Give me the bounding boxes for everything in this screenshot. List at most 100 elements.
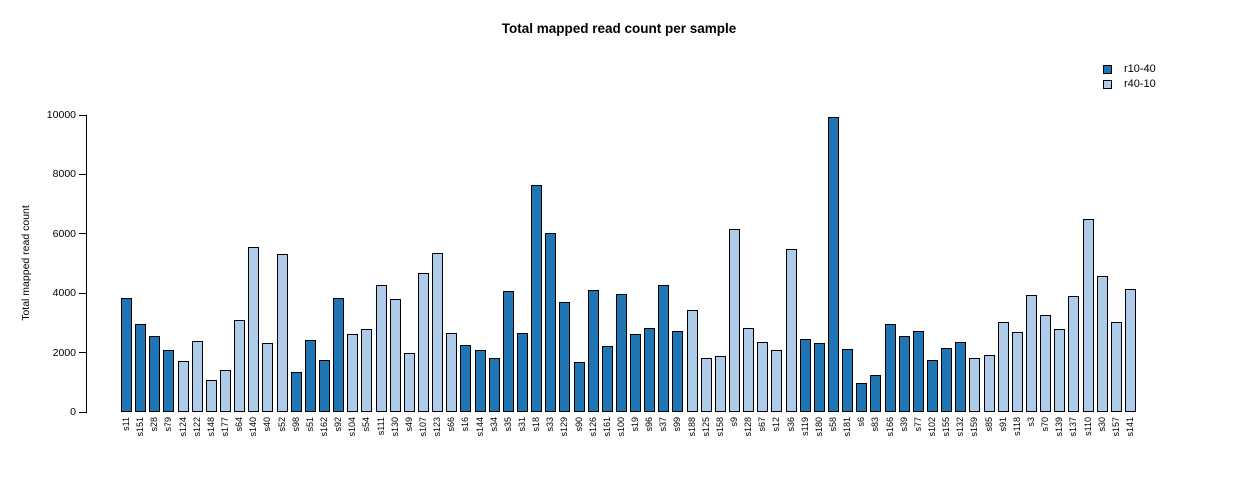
x-tick-label-s83: s83 xyxy=(870,417,881,432)
x-tick-label-text: s158 xyxy=(714,417,725,437)
y-tick-label: 2000 xyxy=(52,346,76,359)
y-tick-label: 10000 xyxy=(46,109,76,121)
x-tick-label-s49: s49 xyxy=(404,417,415,432)
x-tick-label-text: s35 xyxy=(502,417,513,432)
x-tick-label-text: s96 xyxy=(644,417,655,432)
x-tick-label-s12: s12 xyxy=(771,417,782,432)
bar-s180 xyxy=(813,343,825,412)
x-tick-label-s132: s132 xyxy=(955,417,966,437)
x-tick-label-text: s122 xyxy=(191,417,202,437)
x-tick-label-text: s162 xyxy=(318,417,329,437)
x-tick-label-s18: s18 xyxy=(531,417,542,432)
bar-s11 xyxy=(121,297,132,412)
x-tick-label-s140: s140 xyxy=(248,417,259,437)
bar-s9 xyxy=(729,228,741,412)
bar-s124 xyxy=(177,360,189,412)
x-tick-label-s102: s102 xyxy=(927,417,938,437)
bar-s148 xyxy=(205,379,217,412)
bar-s110 xyxy=(1082,219,1094,412)
x-tick-label-text: s91 xyxy=(997,417,1008,432)
x-tick-label-s35: s35 xyxy=(503,417,514,432)
x-tick-label-s52: s52 xyxy=(277,417,288,432)
x-tick-label-s123: s123 xyxy=(432,417,443,437)
bar-s6 xyxy=(856,383,868,412)
x-tick-label-text: s51 xyxy=(304,417,315,432)
bar-s119 xyxy=(799,339,811,412)
legend: r10-40 r40-10 xyxy=(1103,62,1156,92)
x-tick-label-s118: s118 xyxy=(1012,417,1023,436)
bar-s91 xyxy=(997,322,1009,412)
x-tick-label-text: s180 xyxy=(813,417,824,437)
bar-s12 xyxy=(771,349,783,412)
bar-s144 xyxy=(474,349,486,412)
x-tick-label-text: s37 xyxy=(658,417,669,432)
y-tick-label: 6000 xyxy=(52,227,76,240)
x-tick-label-text: s111 xyxy=(375,417,386,436)
bar-s92 xyxy=(333,297,345,412)
legend-item-r40-10: r40-10 xyxy=(1103,77,1156,92)
x-tick-label-text: s16 xyxy=(460,417,471,432)
bar-s151 xyxy=(135,323,147,412)
x-tick-label-s161: s161 xyxy=(602,417,613,437)
x-tick-label-s158: s158 xyxy=(715,417,726,437)
y-tick xyxy=(79,114,86,116)
x-tick-label-text: s123 xyxy=(432,417,443,437)
bar-s104 xyxy=(347,333,359,412)
x-tick-label-text: s118 xyxy=(1011,417,1022,436)
x-tick-label-s188: s188 xyxy=(687,417,698,437)
x-tick-label-text: s67 xyxy=(757,417,768,432)
bar-s100 xyxy=(615,293,627,412)
x-tick-label-text: s11 xyxy=(121,417,131,431)
x-tick-label-s162: s162 xyxy=(319,417,330,437)
x-tick-label-s122: s122 xyxy=(192,417,203,437)
x-tick-label-text: s102 xyxy=(927,417,938,437)
x-tick-label-s34: s34 xyxy=(489,417,500,432)
bar-s102 xyxy=(927,359,939,412)
legend-label: r10-40 xyxy=(1124,63,1156,75)
x-tick-label-text: s98 xyxy=(290,417,301,432)
x-tick-label-text: s77 xyxy=(912,417,923,432)
bar-s3 xyxy=(1026,294,1037,412)
x-tick-label-text: s139 xyxy=(1054,417,1065,437)
bar-s166 xyxy=(884,324,896,412)
x-tick-label-text: s30 xyxy=(1096,417,1107,432)
bar-s83 xyxy=(870,374,882,412)
bar-s107 xyxy=(417,273,429,412)
x-tick-label-s64: s64 xyxy=(234,417,245,432)
x-tick-label-s90: s90 xyxy=(574,417,585,432)
bar-s123 xyxy=(432,252,444,412)
x-tick-label-text: s40 xyxy=(262,417,273,432)
x-tick-label-text: s92 xyxy=(333,417,344,432)
x-tick-label-text: s126 xyxy=(587,417,598,437)
bar-s96 xyxy=(644,328,656,412)
x-tick-label-text: s166 xyxy=(884,417,895,437)
x-tick-label-s166: s166 xyxy=(885,417,896,437)
bar-s85 xyxy=(983,354,995,412)
bar-s37 xyxy=(658,284,670,412)
bar-s54 xyxy=(361,328,373,412)
x-tick-label-text: s31 xyxy=(516,417,527,432)
x-tick-label-text: s137 xyxy=(1068,417,1079,437)
x-tick-label-s16: s16 xyxy=(460,417,471,432)
x-tick-label-text: s129 xyxy=(559,417,570,437)
x-tick-label-s9: s9 xyxy=(729,417,740,427)
x-axis-labels: s11 s151 s28 s79 s124 s122 s148 s177 s64 s140 s40 s… xyxy=(121,417,1137,437)
bar-s51 xyxy=(304,340,316,412)
bar-s70 xyxy=(1040,315,1052,412)
legend-swatch-light xyxy=(1103,80,1112,89)
x-tick-label-s177: s177 xyxy=(220,417,231,437)
x-tick-label-s148: s148 xyxy=(206,417,217,437)
x-tick-label-text: s79 xyxy=(163,417,174,432)
x-tick-label-text: s151 xyxy=(135,417,146,437)
bar-s162 xyxy=(318,359,330,412)
bar-s111 xyxy=(375,284,387,412)
x-tick-label-s159: s159 xyxy=(969,417,980,437)
bar-s188 xyxy=(686,309,698,412)
x-tick-label-text: s39 xyxy=(898,417,909,432)
bar-s125 xyxy=(700,358,712,412)
x-tick-label-s180: s180 xyxy=(814,417,825,437)
x-tick-label-s39: s39 xyxy=(899,417,910,432)
x-tick-label-text: s148 xyxy=(205,417,216,437)
x-tick-label-text: s3 xyxy=(1026,417,1036,427)
